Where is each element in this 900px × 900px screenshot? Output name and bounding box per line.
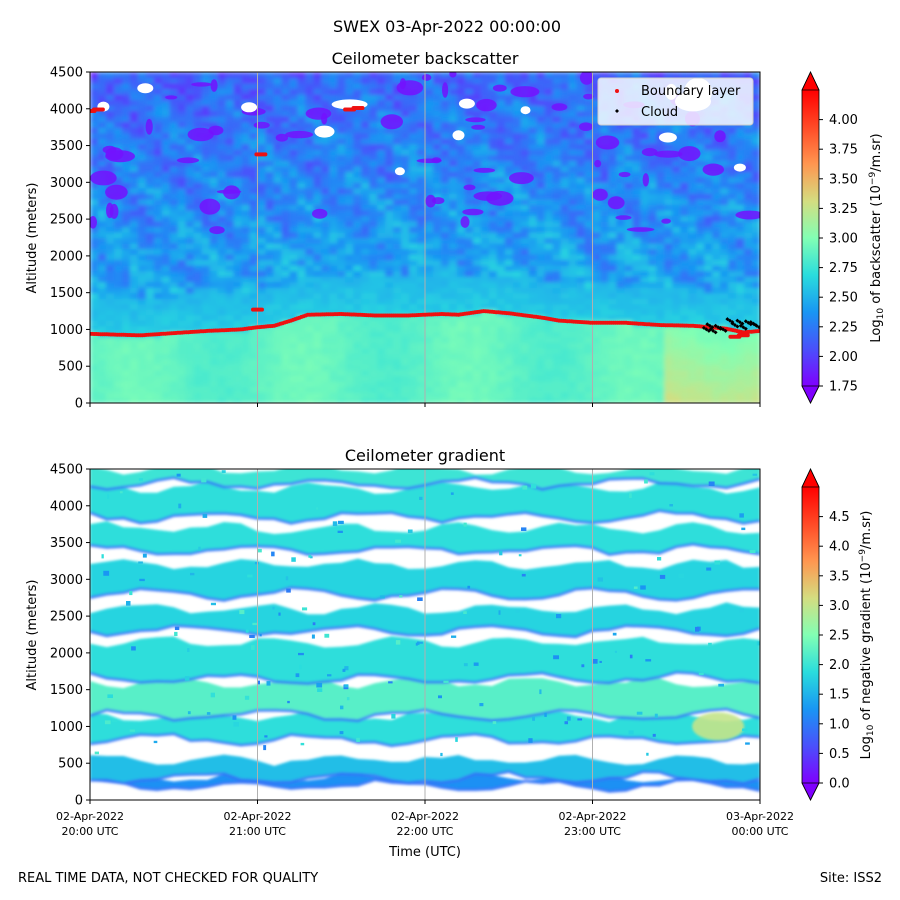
boundary-layer-point (263, 152, 268, 157)
legend: Boundary layer Cloud (597, 77, 754, 126)
y-tick-label: 500 (58, 360, 83, 375)
gradient-colorbar-extend-min (801, 782, 820, 801)
backscatter-colorbar-label: Log10 of backscatter (10−9/m.sr) (868, 133, 886, 342)
colorbar-tick-label: 1.0 (829, 717, 850, 732)
cloud-point (713, 330, 718, 335)
gradient-x-ticks: 02-Apr-2022 20:00 UTC 02-Apr-2022 21:00 UTC… (56, 800, 794, 838)
colorbar-tick-label: 3.25 (829, 202, 858, 217)
legend-marker-cloud (615, 109, 619, 113)
colorbar-tick-label: 1.5 (829, 688, 850, 703)
cloud-point (723, 328, 728, 333)
gradient-y-ticks: 0 500 1000 1500 2000 2500 3000 3500 4000 4500 (50, 463, 90, 809)
y-tick-label: 4500 (50, 66, 83, 81)
y-tick-label: 3000 (50, 573, 83, 588)
gradient-colorbar-extend-max (801, 468, 820, 488)
backscatter-ylabel: Altitude (meters) (25, 183, 40, 294)
cloud-point (735, 324, 740, 329)
y-tick-label: 3500 (50, 139, 83, 154)
backscatter-colorbar-extend-max (801, 71, 820, 91)
y-tick-label: 2000 (50, 646, 83, 661)
backscatter-title: Ceilometer backscatter (332, 49, 519, 68)
x-tick-label-date: 02-Apr-2022 (391, 810, 459, 823)
colorbar-tick-label: 4.0 (829, 540, 850, 555)
backscatter-y-ticks: 0 500 1000 1500 2000 2500 3000 3500 4000 4500 (50, 66, 90, 412)
y-tick-label: 1500 (50, 683, 83, 698)
y-tick-label: 0 (75, 794, 83, 809)
colorbar-tick-label: 2.75 (829, 261, 858, 276)
colorbar-tick-label: 4.00 (829, 113, 858, 128)
y-tick-label: 1000 (50, 720, 83, 735)
y-tick-label: 2500 (50, 610, 83, 625)
colorbar-tick-label: 0.5 (829, 747, 850, 762)
y-tick-label: 1500 (50, 286, 83, 301)
colorbar-tick-label: 3.75 (829, 143, 858, 158)
colorbar-tick-label: 2.50 (829, 291, 858, 306)
boundary-layer-point (745, 333, 750, 338)
colorbar-tick-label: 0.0 (829, 777, 850, 792)
colorbar-tick-label: 2.25 (829, 320, 858, 335)
gradient-colorbar: 0.0 0.5 1.0 1.5 2.0 2.5 3.0 3.5 4.0 4.5 Log10 of … (801, 468, 876, 801)
y-tick-label: 0 (75, 397, 83, 412)
gradient-title: Ceilometer gradient (345, 446, 505, 465)
boundary-layer-point (360, 106, 365, 110)
x-tick-label-date: 03-Apr-2022 (726, 810, 794, 823)
figure-title: SWEX 03-Apr-2022 00:00:00 (333, 17, 561, 36)
y-tick-label: 4500 (50, 463, 83, 478)
legend-label-boundary-layer: Boundary layer (641, 84, 741, 99)
boundary-layer-point (100, 107, 105, 112)
colorbar-tick-label: 2.00 (829, 350, 858, 365)
colorbar-tick-label: 4.5 (829, 510, 850, 525)
y-tick-label: 3000 (50, 176, 83, 191)
colorbar-tick-label: 2.5 (829, 629, 850, 644)
y-tick-label: 2500 (50, 213, 83, 228)
cloud-series (701, 317, 760, 335)
y-tick-label: 4000 (50, 102, 83, 117)
gradient-panel: Ceilometer gradient 0 500 1000 1500 2000 2500… (25, 446, 876, 860)
backscatter-colorbar-ticks: 1.75 2.00 2.25 2.50 2.75 3.00 3.25 3.50 3.75 4.00 (819, 113, 858, 395)
y-tick-label: 3500 (50, 536, 83, 551)
y-tick-label: 4000 (50, 499, 83, 514)
y-tick-label: 2000 (50, 249, 83, 264)
x-tick-label-date: 02-Apr-2022 (223, 810, 291, 823)
x-tick-label-date: 02-Apr-2022 (558, 810, 626, 823)
backscatter-colorbar-extend-min (801, 385, 820, 404)
boundary-layer-point (85, 109, 89, 113)
gradient-xlabel: Time (UTC) (388, 845, 461, 860)
gradient-colorbar-body (802, 487, 819, 783)
x-tick-label-date: 02-Apr-2022 (56, 810, 124, 823)
colorbar-tick-label: 3.0 (829, 599, 850, 614)
boundary-layer-point (260, 307, 264, 312)
gradient-gridlines (257, 469, 593, 800)
boundary-layer-series (84, 106, 760, 339)
boundary-layer-point (84, 109, 88, 113)
colorbar-tick-label: 1.75 (829, 380, 858, 395)
cloud-point (757, 325, 760, 330)
colorbar-tick-label: 2.0 (829, 658, 850, 673)
footer-quality-note: REAL TIME DATA, NOT CHECKED FOR QUALITY (18, 871, 318, 886)
backscatter-panel: Ceilometer backscatter 0 500 1000 1500 2000 2… (25, 49, 886, 412)
y-tick-label: 1000 (50, 323, 83, 338)
colorbar-tick-label: 3.50 (829, 172, 858, 187)
colorbar-tick-label: 3.00 (829, 232, 858, 247)
legend-marker-boundary-layer (615, 89, 619, 93)
x-tick-label-time: 00:00 UTC (731, 825, 788, 838)
colorbar-tick-label: 3.5 (829, 569, 850, 584)
backscatter-x-ticks (89, 403, 761, 407)
backscatter-colorbar-body (802, 90, 819, 386)
x-tick-label-time: 22:00 UTC (396, 825, 453, 838)
x-tick-label-time: 23:00 UTC (564, 825, 621, 838)
footer-site: Site: ISS2 (820, 871, 882, 886)
legend-label-cloud: Cloud (641, 105, 678, 120)
backscatter-colorbar: 1.75 2.00 2.25 2.50 2.75 3.00 3.25 3.50 3.75 4.00… (801, 71, 886, 404)
y-tick-label: 500 (58, 757, 83, 772)
gradient-colorbar-label: Log10 of negative gradient (10−9/m.sr) (858, 511, 876, 760)
gradient-colorbar-ticks: 0.0 0.5 1.0 1.5 2.0 2.5 3.0 3.5 4.0 4.5 (819, 510, 850, 792)
x-tick-label-time: 20:00 UTC (61, 825, 118, 838)
cloud-point (743, 326, 748, 331)
gradient-ylabel: Altitude (meters) (25, 580, 40, 691)
legend-box (597, 77, 754, 126)
backscatter-gridlines (257, 72, 593, 403)
x-tick-label-time: 21:00 UTC (229, 825, 286, 838)
